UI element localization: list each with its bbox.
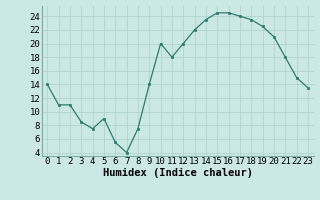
X-axis label: Humidex (Indice chaleur): Humidex (Indice chaleur) bbox=[103, 168, 252, 178]
